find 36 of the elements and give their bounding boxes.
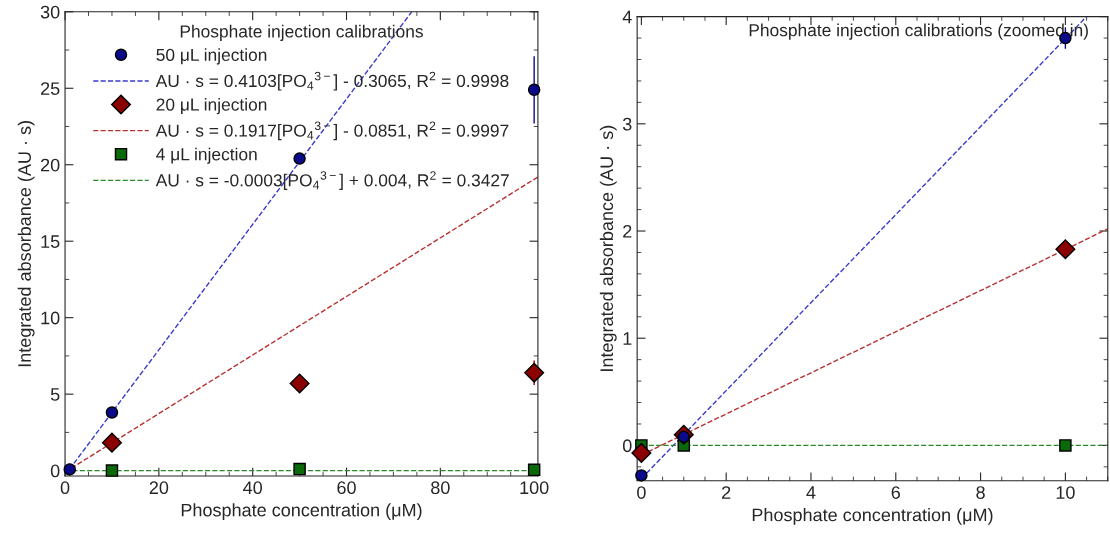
x-tick-label: 0: [60, 481, 70, 495]
legend-label: 20 μL injection: [156, 97, 267, 115]
x-tick-label: 2: [722, 486, 731, 499]
x-tick-label: 10: [1056, 486, 1075, 499]
legend-label: AU · s = 0.4103[PO$_{4}$$^{3−}$] - 0.3065, R$^{2}$ = 0.9998: [155, 71, 509, 91]
y-tick-label: 20: [41, 158, 60, 172]
x-tick-label: 80: [431, 481, 450, 495]
y-tick-label: 0: [622, 439, 632, 453]
y-tick-label: 3: [622, 117, 632, 131]
x-tick-label: 8: [976, 486, 985, 499]
x-tick-label: 40: [243, 481, 263, 495]
x-axis-title: Phosphate concentration (μM): [181, 503, 422, 521]
x-tick-label: 20: [149, 481, 169, 495]
chart-title: Phosphate injection calibrations (zoomed in): [749, 23, 1088, 40]
y-tick-label: 4: [622, 10, 632, 24]
legend-title: Phosphate injection calibrations: [180, 24, 423, 41]
x-tick-label: 100: [520, 481, 549, 495]
y-tick-label: 10: [41, 311, 60, 325]
x-tick-label: 4: [806, 486, 816, 499]
legend-label: 50 μL injection: [156, 48, 267, 65]
x-tick-label: 6: [891, 486, 901, 499]
y-tick-label: 30: [40, 5, 60, 19]
y-tick-label: 15: [41, 235, 60, 248]
y-tick-label: 0: [50, 464, 60, 478]
legend-label: 4 μL injection: [156, 147, 257, 164]
x-tick-label: 60: [337, 481, 356, 495]
x-tick-label: 0: [637, 486, 646, 499]
legend-label: AU · s = 0.1917[PO$_{4}$$^{3−}$] - 0.0851, R$^{2}$ = 0.9997: [155, 121, 509, 141]
legend-label: AU · s = -0.0003[PO$_{4}$$^{3−}$] + 0.004, R$^{2}$ = 0.3427: [155, 171, 509, 190]
y-tick-label: 25: [41, 82, 60, 95]
y-tick-label: 1: [623, 332, 632, 345]
y-axis-title: Integrated absorbance (AU · s): [599, 125, 617, 371]
x-axis-title: Phosphate concentration (μM): [752, 508, 993, 525]
y-tick-label: 5: [50, 388, 60, 401]
y-tick-label: 2: [623, 224, 632, 238]
y-axis-title: Integrated absorbance (AU · s): [17, 121, 35, 367]
